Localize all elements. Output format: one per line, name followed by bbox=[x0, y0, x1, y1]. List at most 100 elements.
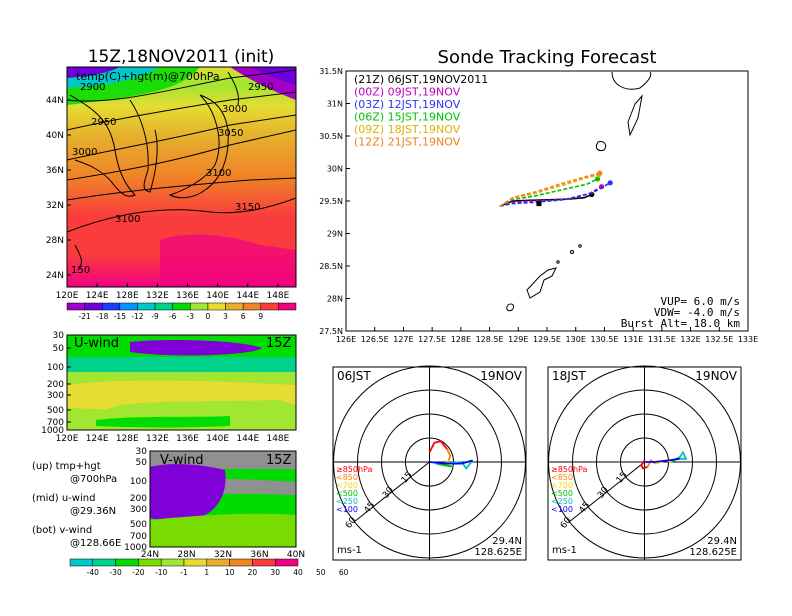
temperature-map: 2900 2950 3000 2950 3000 3050 3100 3100 … bbox=[67, 67, 296, 287]
u-ytick-label: 1000 bbox=[41, 426, 64, 436]
track-ytick-label: 28.5N bbox=[319, 262, 343, 271]
cb1-label: -21 bbox=[78, 312, 90, 321]
u-wind-time: 15Z bbox=[266, 336, 292, 351]
cb1-label: -6 bbox=[169, 312, 177, 321]
map-ytick-label: 36N bbox=[46, 166, 64, 176]
track-line-3 bbox=[499, 178, 598, 207]
map-xtick-label: 140E bbox=[206, 291, 229, 301]
coastline-japan bbox=[168, 94, 229, 199]
contour-label-7: 3100 bbox=[115, 214, 140, 225]
v-wind-frame bbox=[149, 450, 297, 548]
v-xtick-label: 28N bbox=[177, 550, 195, 560]
track-xtick-label: 132.5E bbox=[705, 335, 733, 344]
cb1-swatch bbox=[154, 302, 173, 311]
contour-label-1: 2950 bbox=[248, 82, 273, 93]
cb2-swatch bbox=[138, 558, 162, 567]
cb1-label: -3 bbox=[187, 312, 195, 321]
u-ytick-label: 100 bbox=[47, 363, 64, 373]
v-xtick-label: 32N bbox=[214, 550, 232, 560]
track-line-2 bbox=[499, 182, 611, 207]
cb1-swatch bbox=[84, 302, 103, 311]
cb1-swatch bbox=[137, 302, 156, 311]
track-ytick-label: 29.5N bbox=[319, 197, 343, 206]
track-xtick-label: 126.5E bbox=[361, 335, 389, 344]
cb1-label: 0 bbox=[206, 312, 211, 321]
cb1-label: -15 bbox=[114, 312, 126, 321]
hodo-level-label: <700 bbox=[551, 481, 573, 490]
u-xtick-label: 136E bbox=[176, 434, 199, 444]
track-ytick-label: 28N bbox=[327, 295, 343, 304]
v-ytick-label: 300 bbox=[130, 505, 147, 515]
hodo-unit: ms-1 bbox=[552, 545, 577, 556]
legend-mid-a: (mid) u-wind bbox=[32, 493, 95, 504]
hodo-level-label: <250 bbox=[336, 497, 358, 506]
u-xtick-label: 140E bbox=[206, 434, 229, 444]
v-wind-southward-core bbox=[150, 464, 226, 521]
track-xtick-label: 130.5E bbox=[590, 335, 618, 344]
map-ytick-label: 40N bbox=[46, 131, 64, 141]
u-wind-jet-core bbox=[130, 340, 262, 356]
coastline-taiwan bbox=[74, 244, 82, 271]
track-series bbox=[499, 170, 613, 207]
hodo-level-label: <100 bbox=[551, 505, 573, 514]
coast-islet-1 bbox=[570, 250, 574, 254]
cb1-label: 3 bbox=[223, 312, 228, 321]
hodo-lon: 128.625E bbox=[689, 547, 737, 558]
map-frame bbox=[66, 66, 297, 288]
contour-label-5: 3050 bbox=[218, 128, 243, 139]
contour-2950 bbox=[67, 91, 296, 131]
track-line-5 bbox=[499, 172, 600, 207]
cb1-swatch bbox=[260, 302, 279, 311]
v-xtick-label: 24N bbox=[141, 550, 159, 560]
coastline-hokkaido bbox=[227, 71, 239, 106]
cb2-label: 40 bbox=[293, 568, 303, 577]
cb1-swatch bbox=[172, 302, 191, 311]
track-ytick-label: 31N bbox=[327, 100, 343, 109]
coast-tanegashima bbox=[627, 94, 643, 137]
hodo-axis-diag bbox=[354, 461, 430, 522]
track-xtick-label: 126E bbox=[336, 335, 356, 344]
hodo-level-label: <100 bbox=[336, 505, 358, 514]
u-xtick-label: 120E bbox=[56, 434, 79, 444]
v-wind-time: 15Z bbox=[266, 453, 292, 468]
cb2-label: 20 bbox=[248, 568, 258, 577]
cb1-label: -12 bbox=[131, 312, 143, 321]
cb1-swatch bbox=[119, 302, 138, 311]
map-xtick-label: 132E bbox=[146, 291, 169, 301]
hodo-level-label: <700 bbox=[336, 481, 358, 490]
cb2-label: 10 bbox=[225, 568, 235, 577]
track-xtick-label: 128E bbox=[451, 335, 471, 344]
hodo-date: 19NOV bbox=[480, 369, 522, 383]
contour-label-8: 3150 bbox=[235, 202, 260, 213]
u-ytick-label: 500 bbox=[47, 406, 64, 416]
u-wind-frame bbox=[66, 334, 297, 431]
cb2-label: -40 bbox=[87, 568, 99, 577]
track-line-0 bbox=[499, 193, 593, 207]
track-xtick-label: 131.5E bbox=[648, 335, 676, 344]
contour-label-4: 3000 bbox=[72, 147, 97, 158]
legend-up-b: @700hPa bbox=[70, 474, 117, 485]
track-xtick-label: 128.5E bbox=[476, 335, 504, 344]
v-wind-label: V-wind bbox=[160, 453, 204, 468]
track-xtick-label: 133E bbox=[738, 335, 758, 344]
cb2-label: -20 bbox=[132, 568, 144, 577]
hodo-trace-1 bbox=[446, 448, 452, 461]
cb2-label: 1 bbox=[204, 568, 209, 577]
v-ytick-label: 200 bbox=[130, 494, 147, 504]
u-xtick-label: 128E bbox=[116, 434, 139, 444]
map-xtick-label: 124E bbox=[86, 291, 109, 301]
v-ytick-label: 100 bbox=[130, 477, 147, 487]
hodo-trace-4 bbox=[678, 450, 688, 460]
track-xtick-label: 132E bbox=[680, 335, 700, 344]
track-endpoint-2 bbox=[607, 180, 613, 186]
hodo-lat: 29.4N bbox=[707, 536, 737, 547]
hodo-date: 19NOV bbox=[695, 369, 737, 383]
track-ytick-label: 31.5N bbox=[319, 67, 343, 76]
map-ytick-label: 44N bbox=[46, 96, 64, 106]
u-xtick-label: 148E bbox=[266, 434, 289, 444]
u-ytick-label: 50 bbox=[53, 344, 65, 354]
